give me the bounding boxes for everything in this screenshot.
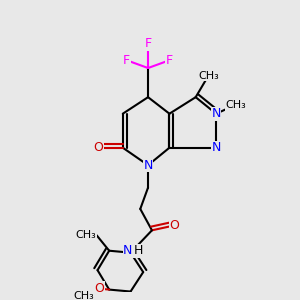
- Text: N: N: [212, 141, 221, 154]
- Text: H: H: [134, 244, 143, 257]
- Text: F: F: [123, 54, 130, 67]
- Text: F: F: [145, 37, 152, 50]
- Text: N: N: [123, 244, 133, 257]
- Text: CH₃: CH₃: [198, 71, 219, 81]
- Text: CH₃: CH₃: [76, 230, 97, 240]
- Text: O: O: [94, 141, 103, 154]
- Text: N: N: [143, 159, 153, 172]
- Text: CH₃: CH₃: [225, 100, 246, 110]
- Text: F: F: [166, 54, 173, 67]
- Text: CH₃: CH₃: [73, 291, 94, 300]
- Text: O: O: [169, 219, 179, 232]
- Text: O: O: [94, 282, 104, 295]
- Text: N: N: [212, 107, 221, 120]
